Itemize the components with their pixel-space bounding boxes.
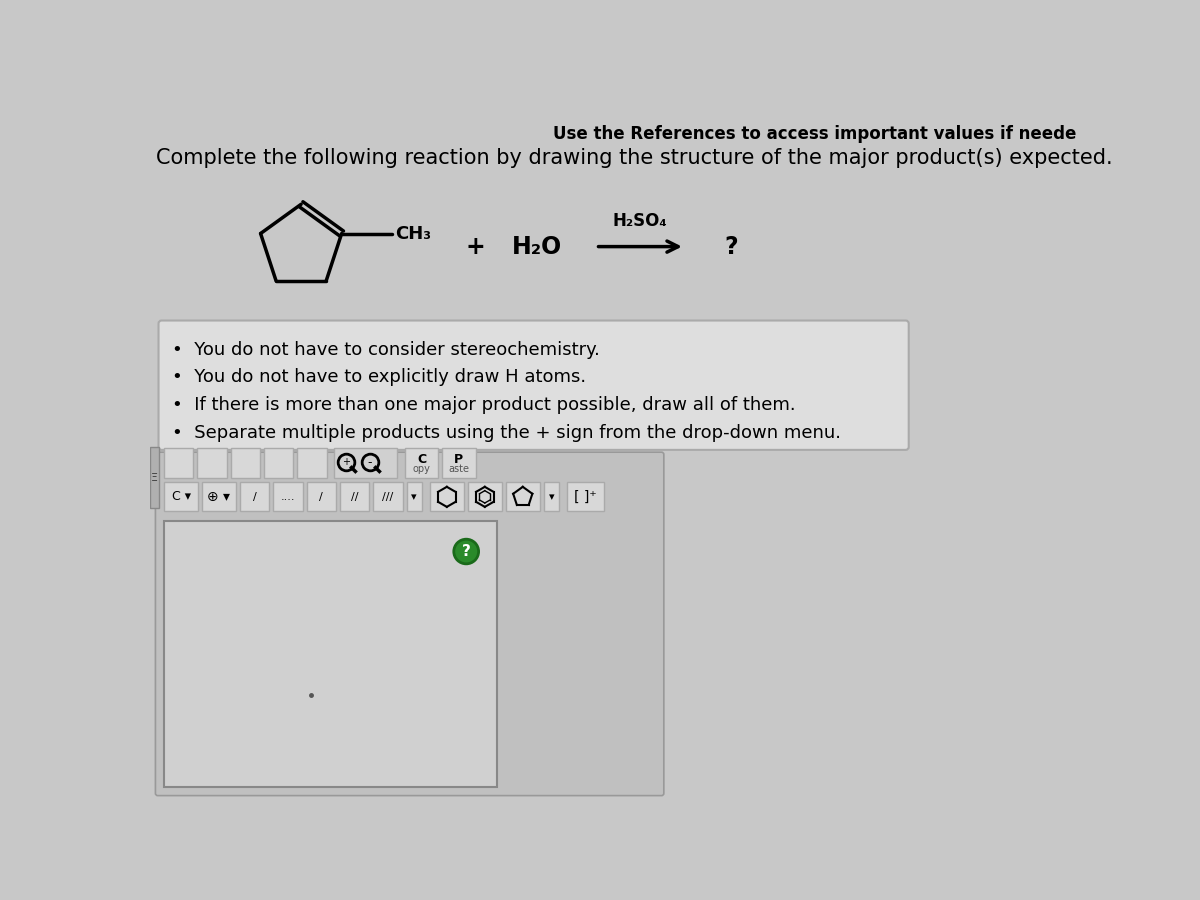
Bar bbox=[274, 482, 302, 511]
Text: /: / bbox=[319, 491, 323, 502]
Text: ?: ? bbox=[725, 235, 738, 258]
Text: ⊕ ▾: ⊕ ▾ bbox=[208, 490, 230, 504]
Text: -: - bbox=[368, 455, 372, 469]
Text: ///: /// bbox=[383, 491, 394, 502]
Bar bbox=[264, 448, 293, 478]
Text: ?: ? bbox=[462, 544, 470, 559]
Text: opy: opy bbox=[413, 464, 431, 474]
Bar bbox=[240, 482, 269, 511]
Bar bbox=[407, 482, 422, 511]
FancyBboxPatch shape bbox=[156, 452, 664, 796]
Bar bbox=[468, 482, 502, 511]
Bar bbox=[404, 448, 438, 478]
Text: /: / bbox=[253, 491, 257, 502]
Bar bbox=[197, 448, 227, 478]
Text: ....: .... bbox=[281, 491, 295, 502]
Text: C: C bbox=[418, 454, 426, 466]
Text: Use the References to access important values if neede: Use the References to access important v… bbox=[553, 125, 1076, 143]
Text: C ▾: C ▾ bbox=[172, 491, 191, 503]
Bar bbox=[164, 448, 193, 478]
Bar bbox=[164, 482, 198, 511]
Text: Complete the following reaction by drawing the structure of the major product(s): Complete the following reaction by drawi… bbox=[156, 148, 1112, 168]
Bar bbox=[202, 482, 236, 511]
Bar bbox=[442, 448, 475, 478]
Bar bbox=[298, 448, 326, 478]
Text: •  You do not have to explicitly draw H atoms.: • You do not have to explicitly draw H a… bbox=[172, 368, 586, 386]
Bar bbox=[335, 448, 397, 478]
Bar bbox=[230, 448, 260, 478]
Text: [ ]⁺: [ ]⁺ bbox=[575, 490, 596, 504]
Text: P: P bbox=[455, 454, 463, 466]
Bar bbox=[340, 482, 370, 511]
Text: CH₃: CH₃ bbox=[395, 224, 431, 242]
Bar bbox=[544, 482, 559, 511]
FancyBboxPatch shape bbox=[158, 320, 908, 450]
Bar bbox=[566, 482, 604, 511]
Text: •  If there is more than one major product possible, draw all of them.: • If there is more than one major produc… bbox=[172, 396, 796, 414]
Text: •  Separate multiple products using the + sign from the drop-down menu.: • Separate multiple products using the +… bbox=[172, 424, 841, 442]
Bar bbox=[373, 482, 403, 511]
Text: +: + bbox=[342, 457, 350, 467]
Text: H₂O: H₂O bbox=[512, 235, 563, 258]
Bar bbox=[505, 482, 540, 511]
Text: Ξ: Ξ bbox=[151, 472, 158, 482]
Text: •  You do not have to consider stereochemistry.: • You do not have to consider stereochem… bbox=[172, 340, 600, 358]
Text: aste: aste bbox=[449, 464, 469, 474]
Bar bbox=[164, 521, 497, 788]
Text: ▾: ▾ bbox=[412, 491, 418, 502]
Bar bbox=[150, 446, 160, 508]
Text: //: // bbox=[350, 491, 359, 502]
Bar bbox=[306, 482, 336, 511]
Text: +: + bbox=[466, 235, 485, 258]
Text: H₂SO₄: H₂SO₄ bbox=[613, 212, 667, 230]
Circle shape bbox=[454, 539, 479, 563]
Text: ▾: ▾ bbox=[548, 491, 554, 502]
Bar bbox=[430, 482, 464, 511]
